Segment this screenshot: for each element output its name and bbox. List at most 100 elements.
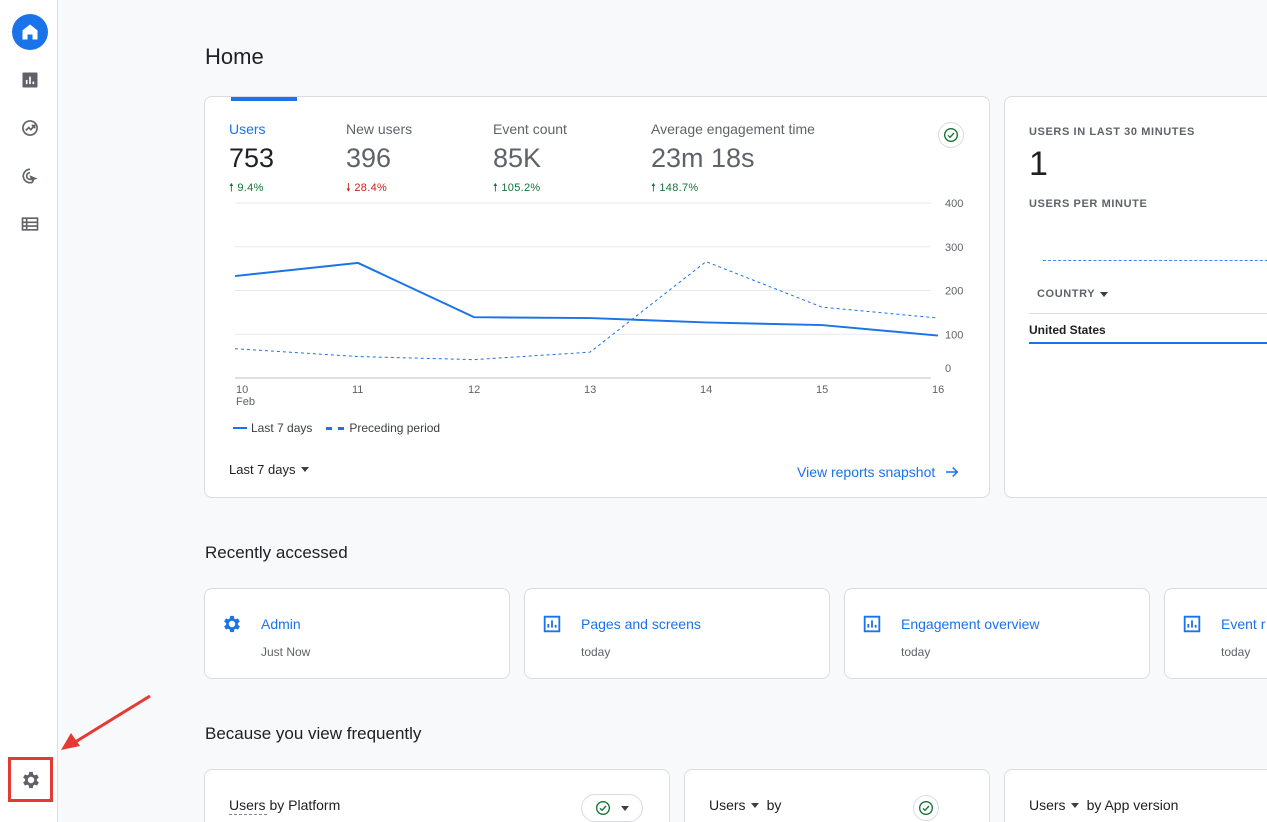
nav-configure[interactable] <box>12 206 48 242</box>
settings-button[interactable] <box>8 757 53 802</box>
metric-selector[interactable]: Users <box>709 797 746 813</box>
caret-down-icon <box>1100 291 1109 297</box>
dimension-label: by <box>766 797 782 813</box>
legend-current: Last 7 days <box>251 421 313 435</box>
metric-value: 753 <box>229 143 275 173</box>
recent-item-admin[interactable]: Admin Just Now <box>204 588 510 679</box>
gear-icon <box>224 615 240 633</box>
chart-legend: Last 7 days Preceding period <box>233 421 440 435</box>
bar-chart-icon <box>1183 615 1201 633</box>
recent-item-time: today <box>901 645 931 659</box>
x-tick-label: 16 <box>932 384 944 396</box>
metric-change: 🠗 28.4% <box>346 182 388 194</box>
date-range-dropdown[interactable]: Last 7 days <box>229 462 309 477</box>
series-line-preceding <box>234 261 939 361</box>
caret-down-icon <box>300 467 309 472</box>
metric-change: 🠕 148.7% <box>651 182 699 194</box>
arrow-right-icon <box>946 466 959 478</box>
recent-item-time: today <box>581 645 611 659</box>
country-row: United States <box>1029 323 1106 337</box>
left-nav <box>0 0 58 822</box>
home-icon <box>22 24 38 40</box>
view-reports-snapshot-link[interactable]: View reports snapshot <box>797 463 961 481</box>
country-bar <box>1029 342 1267 344</box>
metric-event-count[interactable]: Event count 85K 🠕 105.2% <box>493 121 567 198</box>
legend-solid-swatch <box>233 427 247 429</box>
highlight-arrow <box>61 694 151 750</box>
nav-home[interactable] <box>12 14 48 50</box>
list-icon <box>21 217 39 231</box>
check-circle-icon <box>596 801 610 815</box>
recent-item-pages-and-screens[interactable]: Pages and screens today <box>524 588 830 679</box>
metric-value: 396 <box>346 143 392 173</box>
metric-change: 🠕 9.4% <box>229 182 264 194</box>
x-tick-label: 10 <box>236 384 248 396</box>
check-circle-icon <box>944 128 958 142</box>
realtime-card: USERS IN LAST 30 MINUTES 1 USERS PER MIN… <box>1004 96 1267 498</box>
freq-card-users-by: Users by <box>684 769 990 822</box>
recent-item-name: Engagement overview <box>901 616 1040 632</box>
metric-label: Event count <box>493 121 567 137</box>
recent-item-name: Event r <box>1221 616 1266 632</box>
metric-value: 85K <box>493 143 542 173</box>
frequent-title: Because you view frequently <box>205 724 422 743</box>
gear-icon <box>22 771 39 788</box>
bar-chart-icon <box>543 615 561 633</box>
arrow-up-icon: 🠕 <box>651 182 660 194</box>
card-options-pill[interactable] <box>581 794 643 822</box>
nav-advertising[interactable] <box>12 158 48 194</box>
freq-card-title: Users by <box>709 797 781 813</box>
nav-reports[interactable] <box>12 62 48 98</box>
x-tick-label: 13 <box>584 384 596 396</box>
data-quality-check-button[interactable] <box>913 795 939 821</box>
page-title: Home <box>205 44 264 69</box>
x-tick-label: 15 <box>816 384 828 396</box>
metric-users[interactable]: Users 753 🠕 9.4% <box>229 121 274 198</box>
caret-down-icon[interactable] <box>1070 802 1079 808</box>
arrow-down-icon: 🠗 <box>346 182 355 194</box>
nav-explore[interactable] <box>12 110 48 146</box>
arrow-up-icon: 🠕 <box>229 182 238 194</box>
metric-engagement-time[interactable]: Average engagement time 23m 18s 🠕 148.7% <box>651 121 815 198</box>
cursor-target-icon <box>22 168 38 184</box>
y-tick-label: 300 <box>945 242 963 254</box>
metric-label: Users <box>229 121 266 137</box>
users-per-minute-sparkline <box>1043 260 1267 261</box>
metric-new-users[interactable]: New users 396 🠗 28.4% <box>346 121 412 198</box>
selected-tab-indicator <box>231 97 297 101</box>
bar-chart-icon <box>863 615 881 633</box>
recent-item-time: Just Now <box>261 645 311 659</box>
x-tick-sublabel: Feb <box>236 396 255 407</box>
users-line-chart: 0 100 200 300 400 10 11 12 13 14 15 16 Feb <box>234 198 963 407</box>
recently-accessed-title: Recently accessed <box>205 543 348 562</box>
x-tick-label: 12 <box>468 384 480 396</box>
y-tick-label: 200 <box>945 286 963 298</box>
country-dropdown[interactable]: COUNTRY <box>1037 288 1109 300</box>
recent-item-engagement-overview[interactable]: Engagement overview today <box>844 588 1150 679</box>
caret-down-icon <box>621 805 629 811</box>
series-line-current <box>234 261 939 337</box>
x-tick-label: 11 <box>352 384 363 396</box>
metric-value: 23m 18s <box>651 143 755 173</box>
y-tick-label: 100 <box>945 329 963 341</box>
recent-item-events[interactable]: Event r today <box>1164 588 1267 679</box>
recent-item-time: today <box>1221 645 1251 659</box>
freq-card-users-by-app-version: Users by App version <box>1004 769 1267 822</box>
explore-trend-icon <box>22 120 38 136</box>
bar-chart-icon <box>22 72 38 88</box>
arrow-up-icon: 🠕 <box>493 182 502 194</box>
freq-card-users-by-platform: Users by Platform <box>204 769 670 822</box>
freq-card-title: Users by Platform <box>229 797 341 813</box>
metric-selector[interactable]: Users <box>1029 797 1066 813</box>
y-tick-label: 0 <box>945 363 951 375</box>
metric-label: New users <box>346 121 413 137</box>
caret-down-icon[interactable] <box>750 802 759 808</box>
check-circle-icon <box>919 801 933 815</box>
legend-dashed-swatch <box>326 426 345 430</box>
dimension-label: by App version <box>1086 797 1179 813</box>
data-quality-check-button[interactable] <box>938 122 964 148</box>
y-tick-label: 400 <box>945 198 963 210</box>
recent-item-name: Admin <box>261 616 301 632</box>
realtime-title: USERS IN LAST 30 MINUTES <box>1029 126 1195 138</box>
legend-previous: Preceding period <box>349 421 441 435</box>
